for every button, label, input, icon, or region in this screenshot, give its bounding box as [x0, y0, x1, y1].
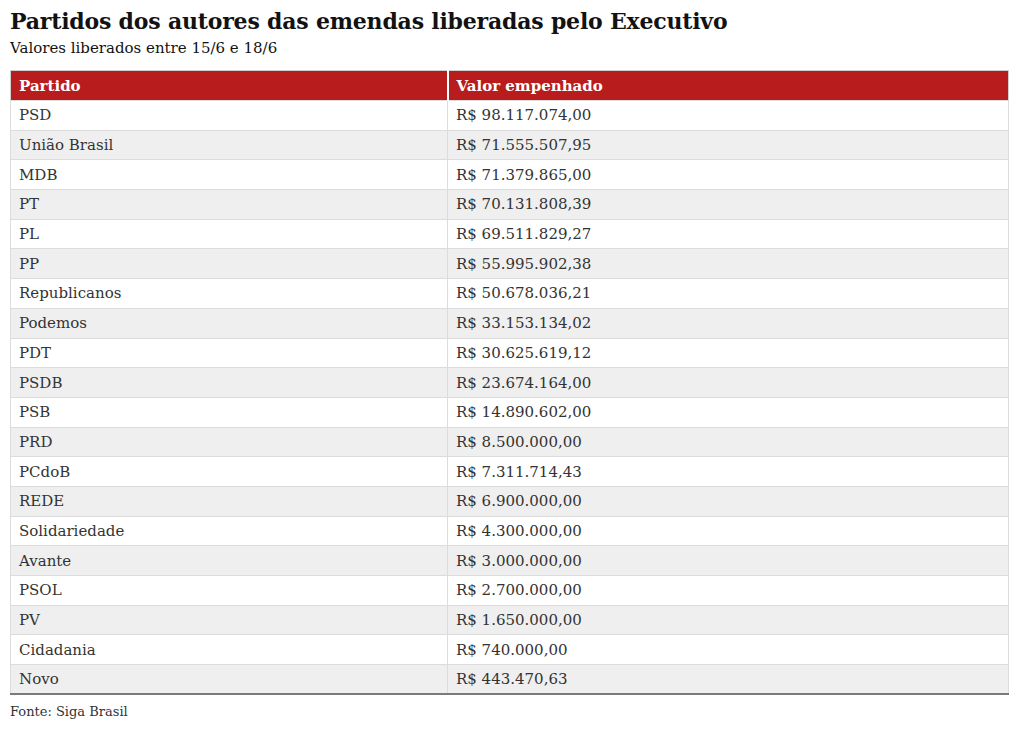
- party-cell: União Brasil: [11, 130, 448, 160]
- table-row: MDBR$ 71.379.865,00: [11, 160, 1009, 190]
- table-row: PodemosR$ 33.153.134,02: [11, 308, 1009, 338]
- party-cell: REDE: [11, 486, 448, 516]
- column-header-partido: Partido: [11, 71, 448, 101]
- value-cell: R$ 71.379.865,00: [448, 160, 1009, 190]
- table-row: NovoR$ 443.470,63: [11, 665, 1009, 695]
- table-header-row: Partido Valor empenhado: [11, 71, 1009, 101]
- party-cell: PSB: [11, 397, 448, 427]
- party-cell: Solidariedade: [11, 516, 448, 546]
- party-cell: Podemos: [11, 308, 448, 338]
- table-row: PTR$ 70.131.808,39: [11, 190, 1009, 220]
- table-header: Partido Valor empenhado: [11, 71, 1009, 101]
- table-row: PVR$ 1.650.000,00: [11, 605, 1009, 635]
- party-cell: Republicanos: [11, 279, 448, 309]
- table-row: SolidariedadeR$ 4.300.000,00: [11, 516, 1009, 546]
- table-row: PLR$ 69.511.829,27: [11, 219, 1009, 249]
- value-cell: R$ 70.131.808,39: [448, 190, 1009, 220]
- table-row: RepublicanosR$ 50.678.036,21: [11, 279, 1009, 309]
- table-row: REDER$ 6.900.000,00: [11, 486, 1009, 516]
- table-row: AvanteR$ 3.000.000,00: [11, 546, 1009, 576]
- value-cell: R$ 14.890.602,00: [448, 397, 1009, 427]
- column-header-valor-empenhado: Valor empenhado: [448, 71, 1009, 101]
- table-row: PSDR$ 98.117.074,00: [11, 101, 1009, 131]
- party-cell: PDT: [11, 338, 448, 368]
- table-row: PPR$ 55.995.902,38: [11, 249, 1009, 279]
- party-cell: PT: [11, 190, 448, 220]
- value-cell: R$ 71.555.507,95: [448, 130, 1009, 160]
- table-row: PSBR$ 14.890.602,00: [11, 397, 1009, 427]
- table-row: CidadaniaR$ 740.000,00: [11, 635, 1009, 665]
- table-row: PCdoBR$ 7.311.714,43: [11, 457, 1009, 487]
- parties-values-table: Partido Valor empenhado PSDR$ 98.117.074…: [10, 70, 1009, 695]
- table-row: PSOLR$ 2.700.000,00: [11, 576, 1009, 606]
- party-cell: PP: [11, 249, 448, 279]
- value-cell: R$ 98.117.074,00: [448, 101, 1009, 131]
- party-cell: PV: [11, 605, 448, 635]
- table-body: PSDR$ 98.117.074,00União BrasilR$ 71.555…: [11, 101, 1009, 695]
- table-row: União BrasilR$ 71.555.507,95: [11, 130, 1009, 160]
- value-cell: R$ 23.674.164,00: [448, 368, 1009, 398]
- value-cell: R$ 1.650.000,00: [448, 605, 1009, 635]
- value-cell: R$ 6.900.000,00: [448, 486, 1009, 516]
- page-title: Partidos dos autores das emendas liberad…: [10, 8, 1008, 34]
- party-cell: Cidadania: [11, 635, 448, 665]
- page-subtitle: Valores liberados entre 15/6 e 18/6: [10, 39, 1008, 57]
- party-cell: Novo: [11, 665, 448, 695]
- value-cell: R$ 740.000,00: [448, 635, 1009, 665]
- party-cell: PSD: [11, 101, 448, 131]
- party-cell: Avante: [11, 546, 448, 576]
- value-cell: R$ 7.311.714,43: [448, 457, 1009, 487]
- value-cell: R$ 55.995.902,38: [448, 249, 1009, 279]
- value-cell: R$ 2.700.000,00: [448, 576, 1009, 606]
- table-row: PDTR$ 30.625.619,12: [11, 338, 1009, 368]
- source-credit: Fonte: Siga Brasil: [10, 704, 1008, 719]
- value-cell: R$ 30.625.619,12: [448, 338, 1009, 368]
- table-row: PRDR$ 8.500.000,00: [11, 427, 1009, 457]
- value-cell: R$ 3.000.000,00: [448, 546, 1009, 576]
- value-cell: R$ 33.153.134,02: [448, 308, 1009, 338]
- value-cell: R$ 8.500.000,00: [448, 427, 1009, 457]
- value-cell: R$ 69.511.829,27: [448, 219, 1009, 249]
- party-cell: PL: [11, 219, 448, 249]
- party-cell: MDB: [11, 160, 448, 190]
- value-cell: R$ 4.300.000,00: [448, 516, 1009, 546]
- party-cell: PCdoB: [11, 457, 448, 487]
- value-cell: R$ 443.470,63: [448, 665, 1009, 695]
- table-row: PSDBR$ 23.674.164,00: [11, 368, 1009, 398]
- party-cell: PRD: [11, 427, 448, 457]
- value-cell: R$ 50.678.036,21: [448, 279, 1009, 309]
- party-cell: PSDB: [11, 368, 448, 398]
- party-cell: PSOL: [11, 576, 448, 606]
- infographic-container: Partidos dos autores das emendas liberad…: [0, 0, 1020, 719]
